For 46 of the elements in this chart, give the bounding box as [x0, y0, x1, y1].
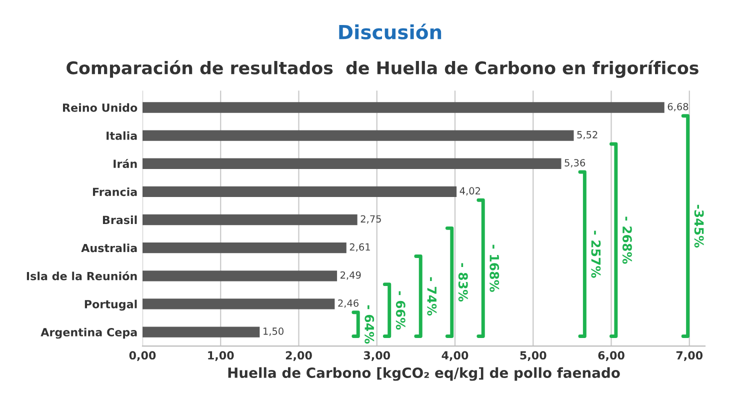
data-label: 1,50 [264, 328, 284, 336]
bar [142, 102, 664, 113]
x-tick-label: 7,00 [676, 351, 703, 361]
data-label: 2,49 [340, 271, 361, 280]
y-tick-label: Francia [92, 187, 137, 196]
bar [142, 158, 562, 169]
x-tick-label: 1,00 [208, 351, 234, 361]
chart-subtitle: Comparación de resultados de Huella de Carbono en frigoríficos [66, 60, 698, 78]
x-tick-label: 6,00 [598, 351, 624, 361]
data-label: 5,36 [564, 159, 586, 168]
bar [142, 214, 358, 226]
y-tick-label: Irán [114, 158, 137, 168]
x-tick-label: 0,00 [129, 351, 156, 361]
bar [142, 130, 574, 141]
annotation: - 168% [490, 244, 500, 292]
x-tick-label: 4,00 [442, 351, 468, 361]
bar [142, 270, 338, 282]
x-tick-label: 5,00 [520, 351, 546, 361]
y-tick-label: Italia [106, 131, 137, 140]
y-tick-label: Reino Unido [63, 103, 138, 112]
bar [142, 298, 335, 310]
data-label: 2,46 [338, 299, 358, 308]
x-tick-label: 3,00 [364, 351, 390, 361]
data-label: 2,75 [360, 215, 381, 224]
y-tick-label: Australia [81, 244, 137, 252]
y-tick-label: Argentina Cepa [40, 328, 137, 339]
annotation: - 66% [396, 291, 406, 330]
data-label: 4,02 [460, 187, 480, 196]
y-tick-label: Brasil [102, 216, 137, 224]
annotation: - 64% [364, 305, 374, 344]
annotation: - 83% [458, 263, 468, 302]
data-label: 6,68 [668, 102, 688, 112]
annotation: - 257% [591, 230, 601, 278]
bar [142, 242, 346, 254]
chart-title: Discusión [339, 24, 442, 40]
x-tick-label: 2,00 [286, 351, 312, 361]
y-tick-label: Isla de la Reunión [26, 271, 137, 280]
data-label: 2,61 [350, 243, 370, 252]
bar [142, 186, 457, 198]
x-axis-title: Huella de Carbono [kgCO₂ eq/kg] de pollo faenado [228, 367, 620, 381]
data-label: 5,52 [577, 131, 598, 140]
annotation: -345% [694, 204, 704, 248]
annotation: - 268% [622, 216, 632, 264]
annotation: - 74% [427, 277, 437, 316]
y-tick-label: Portugal [84, 300, 137, 311]
bar [142, 326, 260, 338]
